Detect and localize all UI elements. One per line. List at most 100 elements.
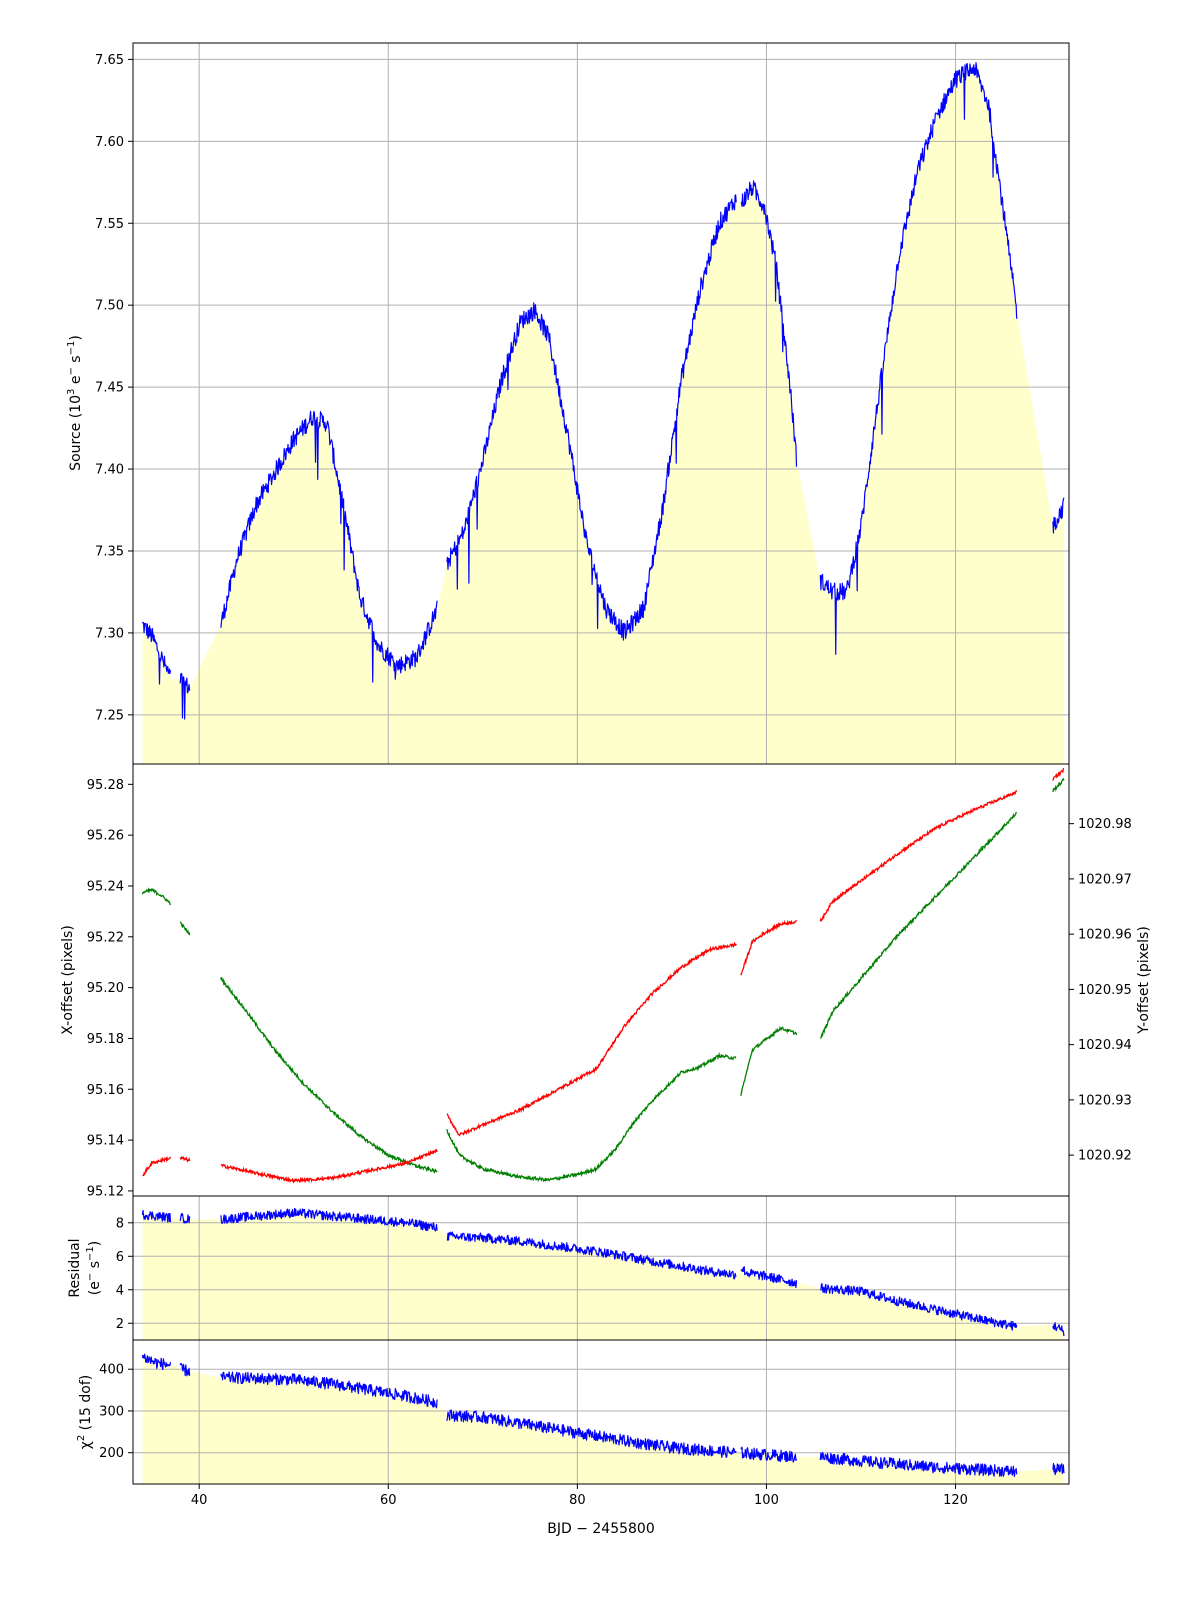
source-ylabel: Source (103 e− s−1)	[66, 335, 84, 471]
y-tick-label: 7.60	[95, 135, 124, 150]
chi2-axes-frame	[132, 1339, 1070, 1485]
y-tick-label: 95.14	[87, 1134, 124, 1149]
source-series-segment-1	[179, 672, 191, 720]
y-tick-label: 200	[99, 1446, 124, 1461]
chi2-lines-layer	[141, 1353, 1065, 1477]
chi2-yticks-layer: 200 300 400	[99, 1363, 133, 1461]
y-tick-label: 7.35	[95, 544, 124, 559]
y-tick-label: 2	[116, 1317, 124, 1332]
y-tick-label: 1020.98	[1078, 817, 1132, 832]
y-tick-label: 95.22	[87, 930, 124, 945]
y-tick-label: 400	[99, 1363, 124, 1378]
chi2-grid-layer	[133, 1340, 1069, 1484]
residual-series-segment-4	[740, 1266, 798, 1289]
chi2-series-segment-6	[1052, 1462, 1065, 1476]
y-offset-ylabel: Y-offset (pixels)	[1136, 926, 1152, 1035]
y-tick-label: 1020.97	[1078, 872, 1132, 887]
y-tick-label: 7.25	[95, 708, 124, 723]
y-tick-label: 7.30	[95, 626, 124, 641]
residual-series-segment-3	[446, 1231, 737, 1280]
y-offset-segment-0	[141, 887, 172, 906]
x-offset-segment-3	[446, 941, 737, 1137]
source-series-segment-5	[819, 62, 1018, 655]
x-tick-label: 60	[380, 1493, 397, 1508]
source-series-segment-6	[1052, 497, 1065, 534]
y-tick-label: 1020.93	[1078, 1093, 1132, 1108]
source-panel: 7.25 7.30 7.35 7.40 7.45 7.50 7.55 7.60 7.65 Sou…	[66, 42, 1070, 765]
x-offset-segment-6	[1052, 767, 1065, 781]
chi2-fill-layer	[142, 1356, 1065, 1484]
x-offset-ylabel: X-offset (pixels)	[60, 925, 76, 1035]
source-series-segment-3	[446, 194, 737, 641]
y-offset-segment-3	[446, 1051, 737, 1183]
source-fill-layer	[142, 67, 1065, 764]
y-tick-label: 7.65	[95, 53, 124, 68]
y-tick-label: 95.28	[87, 778, 124, 793]
y-tick-label: 7.45	[95, 381, 124, 396]
y-offset-segment-4	[740, 1025, 798, 1096]
residual-grid-layer	[133, 1196, 1069, 1340]
residual-yticks-layer: 2 4 6 8	[116, 1216, 133, 1332]
y-tick-label: 4	[116, 1283, 124, 1298]
x-tick-label: 100	[754, 1493, 779, 1508]
chi2-series-segment-0	[141, 1353, 172, 1371]
offsets-yticks-right-layer: 1020.92 1020.93 1020.94 1020.95 1020.96 1020.…	[1069, 817, 1132, 1164]
chi2-series-segment-4	[740, 1446, 798, 1463]
residual-panel: 2 4 6 8 Residual (e− s−1)	[67, 1195, 1070, 1341]
source-lines-layer	[141, 62, 1065, 720]
x-offset-segment-1	[179, 1155, 191, 1163]
residual-lines-layer	[141, 1207, 1065, 1337]
residual-series-segment-5	[819, 1283, 1018, 1331]
y-tick-label: 1020.92	[1078, 1149, 1132, 1164]
x-axis-label: BJD − 2455800	[547, 1521, 655, 1537]
residual-series-segment-6	[1052, 1322, 1065, 1337]
y-offset-segment-5	[819, 811, 1017, 1039]
y-tick-label: 95.18	[87, 1032, 124, 1047]
y-tick-label: 95.20	[87, 981, 124, 996]
chi2-series-segment-1	[179, 1362, 191, 1377]
y-offset-segment-1	[179, 921, 191, 936]
source-grid-layer	[133, 43, 1069, 764]
x-tick-label: 40	[191, 1493, 208, 1508]
residual-series-segment-2	[220, 1207, 438, 1232]
x-offset-segment-2	[220, 1148, 438, 1184]
y-tick-label: 7.50	[95, 299, 124, 314]
y-tick-label: 300	[99, 1404, 124, 1419]
x-tick-label: 80	[569, 1493, 586, 1508]
source-series-segment-2	[220, 410, 438, 683]
chi2-series-segment-2	[220, 1371, 438, 1409]
y-tick-label: 1020.94	[1078, 1038, 1132, 1053]
offsets-lines-layer	[141, 767, 1065, 1184]
chi2-fill-area	[142, 1356, 1065, 1484]
residual-series-segment-0	[141, 1209, 172, 1223]
chi2-ylabel: χ2 (15 dof)	[76, 1375, 94, 1450]
y-offset-segment-2	[220, 976, 438, 1174]
x-offset-segment-4	[740, 919, 798, 976]
source-fill-area	[142, 67, 1065, 764]
offsets-panel: 95.12 95.14 95.16 95.18 95.20 95.22 95.24 95.26…	[60, 763, 1152, 1199]
residual-ylabel-line1: Residual	[67, 1238, 83, 1297]
y-tick-label: 7.40	[95, 463, 124, 478]
y-tick-label: 95.26	[87, 829, 124, 844]
x-offset-segment-0	[142, 1155, 172, 1177]
y-tick-label: 8	[116, 1216, 124, 1231]
x-tick-label: 120	[943, 1493, 968, 1508]
y-tick-label: 1020.95	[1078, 983, 1132, 998]
y-tick-label: 95.24	[87, 879, 124, 894]
residual-series-segment-1	[179, 1213, 191, 1224]
source-series-segment-0	[141, 621, 172, 685]
chi2-xticks-layer: 40 60 80 100 120	[191, 1484, 968, 1508]
residual-fill-layer	[142, 1212, 1065, 1340]
y-tick-label: 1020.96	[1078, 928, 1132, 943]
source-series-segment-4	[740, 180, 798, 467]
chi2-panel: 200 300 400 40 60 80 100 120 χ2 (15 dof) BJD −…	[76, 1339, 1070, 1537]
y-tick-label: 6	[116, 1250, 124, 1265]
offsets-axes-frame	[132, 763, 1070, 1197]
y-tick-label: 95.12	[87, 1184, 124, 1199]
y-tick-label: 95.16	[87, 1083, 124, 1098]
residual-fill-area	[142, 1212, 1065, 1340]
offsets-yticks-left-layer: 95.12 95.14 95.16 95.18 95.20 95.22 95.24 95.26…	[87, 778, 133, 1199]
x-offset-segment-5	[819, 789, 1018, 922]
chi2-series-segment-5	[819, 1451, 1018, 1477]
